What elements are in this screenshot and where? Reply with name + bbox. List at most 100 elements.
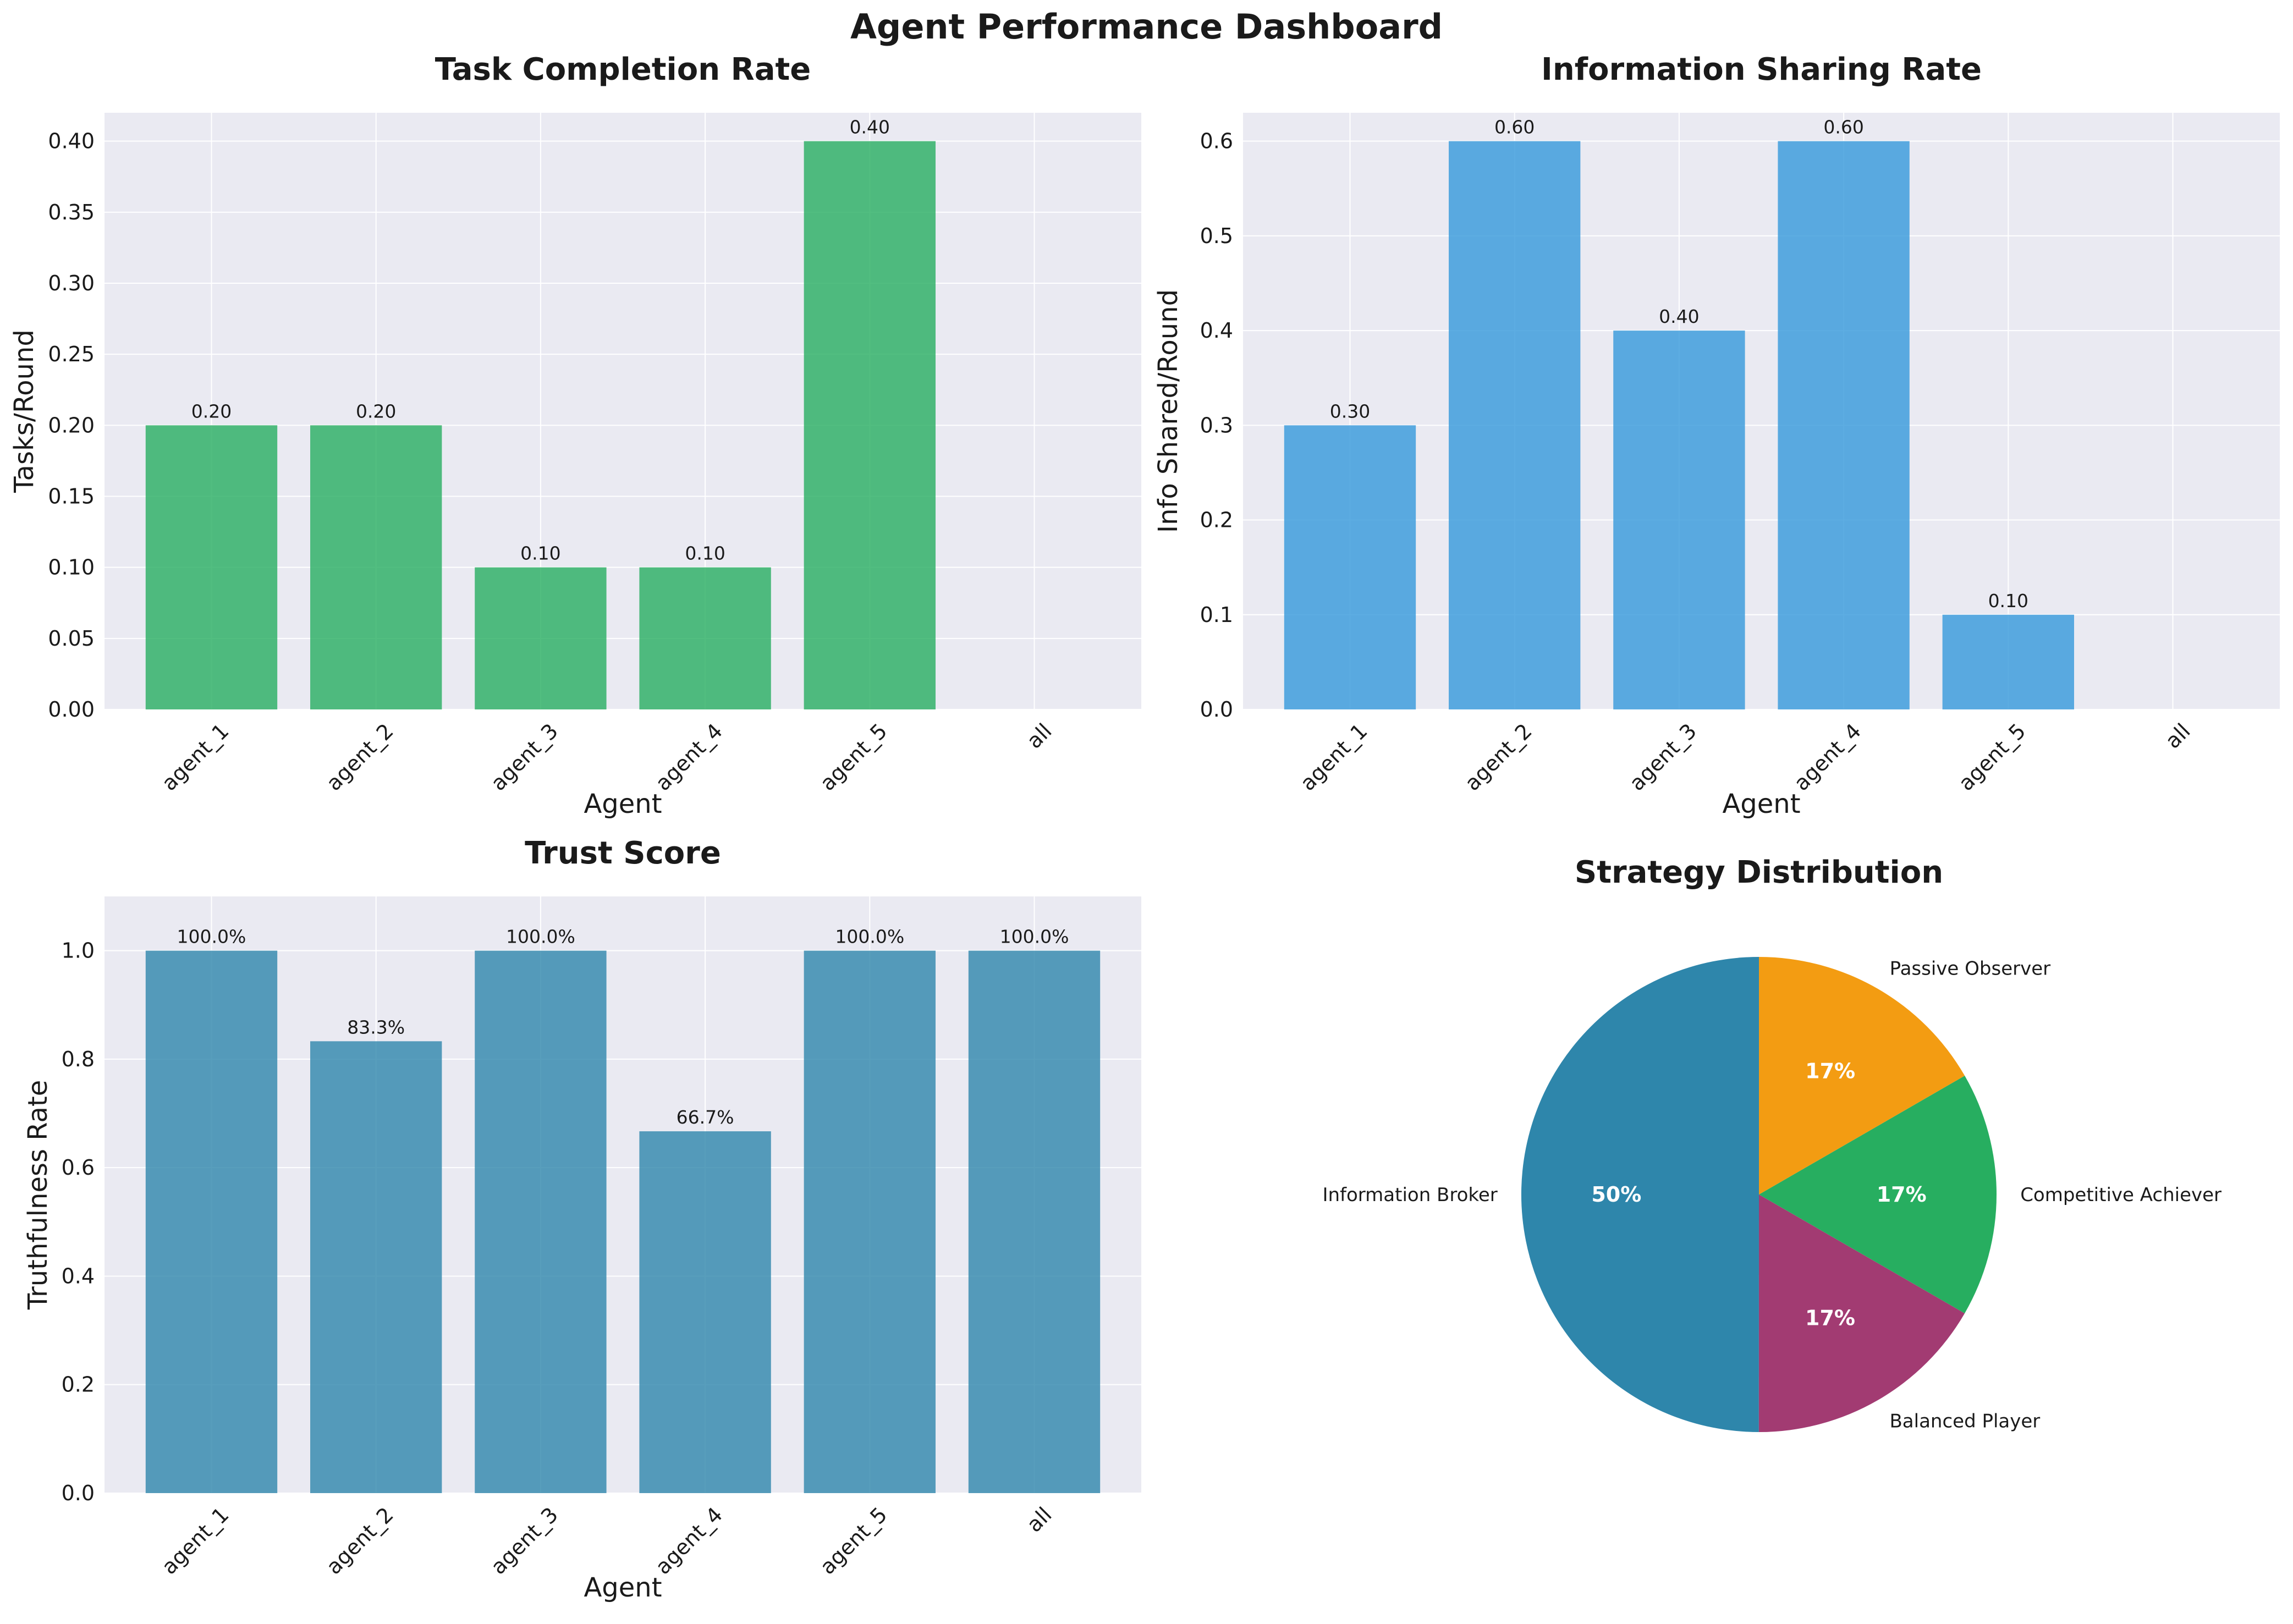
bar-agent_3 <box>1613 331 1745 709</box>
x-tick-label: agent_2 <box>322 1502 398 1579</box>
data-label: 0.60 <box>1494 117 1535 138</box>
bar-agent_2 <box>310 425 442 709</box>
bar-agent_3 <box>475 567 607 709</box>
y-tick-label: 1.0 <box>62 939 95 963</box>
bar-agent_1 <box>145 425 278 709</box>
pie-slice-label: Balanced Player <box>1889 1411 2040 1433</box>
bar-agent_5 <box>1942 614 2074 709</box>
pie-slice <box>1759 957 1965 1194</box>
data-label: 100.0% <box>1000 926 1069 948</box>
data-label: 0.40 <box>1659 306 1699 327</box>
y-axis-label: Tasks/Round <box>9 329 40 493</box>
chart-title: Strategy Distribution <box>1575 855 1943 890</box>
bar-agent_2 <box>1449 141 1581 710</box>
bar-agent_2 <box>310 1041 442 1493</box>
y-tick-label: 0.5 <box>1200 224 1233 248</box>
bar-all <box>968 950 1101 1493</box>
data-label: 100.0% <box>177 926 246 948</box>
data-label: 0.10 <box>1988 590 2028 612</box>
chart-title: Task Completion Rate <box>435 52 811 87</box>
bar-agent_4 <box>639 1131 771 1493</box>
bar-agent_3 <box>475 950 607 1493</box>
bar-agent_4 <box>639 567 771 709</box>
x-tick-label: agent_2 <box>1460 719 1537 795</box>
bar-chart-2: 0.0 0.1 0.2 0.3 0.4 0.5 0.6 0.30 0.60 0.40 0.60 0.1… <box>1153 52 2280 819</box>
bar-agent_1 <box>145 950 278 1493</box>
x-tick-label: all <box>1022 719 1057 753</box>
x-tick-label: agent_4 <box>1789 719 1866 795</box>
data-label: 0.20 <box>191 400 232 422</box>
x-tick-label: agent_3 <box>486 1502 563 1579</box>
data-label: 100.0% <box>506 926 575 948</box>
data-label: 0.20 <box>356 400 396 422</box>
bar-agent_4 <box>1778 141 1910 710</box>
pie-slice <box>1759 1076 1997 1314</box>
pie-percent-label: 50% <box>1591 1182 1641 1207</box>
y-tick-label: 0.15 <box>48 485 95 509</box>
bar-agent_5 <box>804 141 936 710</box>
bar-agent_5 <box>804 950 936 1493</box>
chart-title: Information Sharing Rate <box>1541 52 1982 87</box>
pie-percent-label: 17% <box>1877 1182 1927 1207</box>
y-tick-label: 0.20 <box>48 413 95 437</box>
y-tick-label: 0.10 <box>48 555 95 580</box>
y-tick-label: 0.35 <box>48 200 95 224</box>
pie-chart: Strategy Distribution 50% Information Brok… <box>1322 855 2221 1433</box>
x-tick-label: agent_1 <box>157 1502 233 1579</box>
y-axis-label: Info Shared/Round <box>1153 289 1184 533</box>
y-tick-label: 0.00 <box>48 697 95 722</box>
data-label: 0.40 <box>850 117 890 138</box>
x-tick-label: agent_4 <box>651 719 727 795</box>
y-tick-label: 0.8 <box>62 1047 95 1071</box>
x-tick-label: agent_3 <box>486 719 563 795</box>
y-tick-label: 0.6 <box>62 1155 95 1180</box>
data-label: 100.0% <box>835 926 904 948</box>
x-tick-label: agent_5 <box>815 1502 892 1579</box>
x-axis-label: Agent <box>1722 789 1800 819</box>
x-tick-label: agent_2 <box>322 719 398 795</box>
chart-title: Trust Score <box>525 835 721 871</box>
data-label: 0.10 <box>685 543 725 564</box>
x-tick-label: agent_1 <box>157 719 233 795</box>
data-label: 83.3% <box>347 1016 405 1038</box>
data-label: 0.10 <box>520 543 560 564</box>
pie-slice-label: Passive Observer <box>1890 957 2051 979</box>
y-axis-label: Truthfulness Rate <box>23 1080 53 1311</box>
y-tick-label: 0.4 <box>1200 318 1233 343</box>
pie-slice-label: Information Broker <box>1322 1184 1497 1206</box>
x-axis-label: Agent <box>584 789 662 819</box>
x-axis-label: Agent <box>584 1572 662 1603</box>
bar-chart-1: 0.00 0.05 0.10 0.15 0.20 0.25 0.30 0.35 0.40 0.20… <box>9 52 1141 819</box>
dashboard-title: Agent Performance Dashboard <box>850 7 1443 47</box>
bar-agent_1 <box>1284 425 1416 709</box>
bar-chart-3: 0.0 0.2 0.4 0.6 0.8 1.0 100.0% 83.3% 100.0% 66.7%… <box>23 835 1141 1603</box>
x-tick-label: agent_5 <box>1954 719 2030 795</box>
x-tick-label: agent_3 <box>1625 719 1701 795</box>
y-tick-label: 0.25 <box>48 342 95 366</box>
pie-percent-label: 17% <box>1805 1306 1855 1330</box>
y-tick-label: 0.05 <box>48 626 95 651</box>
plot-background <box>1243 113 2280 709</box>
x-tick-label: agent_5 <box>815 719 892 795</box>
y-tick-label: 0.2 <box>62 1373 95 1397</box>
pie-slice-label: Competitive Achiever <box>2020 1184 2221 1206</box>
x-tick-label: agent_4 <box>651 1502 727 1579</box>
y-tick-label: 0.6 <box>1200 129 1233 153</box>
pie-slice <box>1758 1194 1965 1432</box>
y-tick-label: 0.4 <box>62 1264 95 1288</box>
y-tick-label: 0.0 <box>62 1481 95 1505</box>
pie-slice <box>1521 957 1759 1432</box>
y-tick-label: 0.2 <box>1200 508 1233 532</box>
y-tick-label: 0.30 <box>48 271 95 295</box>
x-tick-label: all <box>2160 719 2195 753</box>
x-tick-label: all <box>1022 1502 1057 1537</box>
x-tick-label: agent_1 <box>1295 719 1372 795</box>
data-label: 66.7% <box>677 1106 734 1128</box>
pie-percent-label: 17% <box>1805 1059 1855 1083</box>
data-label: 0.60 <box>1823 117 1863 138</box>
data-label: 0.30 <box>1330 400 1370 422</box>
y-tick-label: 0.0 <box>1200 697 1233 722</box>
y-tick-label: 0.40 <box>48 129 95 153</box>
y-tick-label: 0.3 <box>1200 413 1233 437</box>
